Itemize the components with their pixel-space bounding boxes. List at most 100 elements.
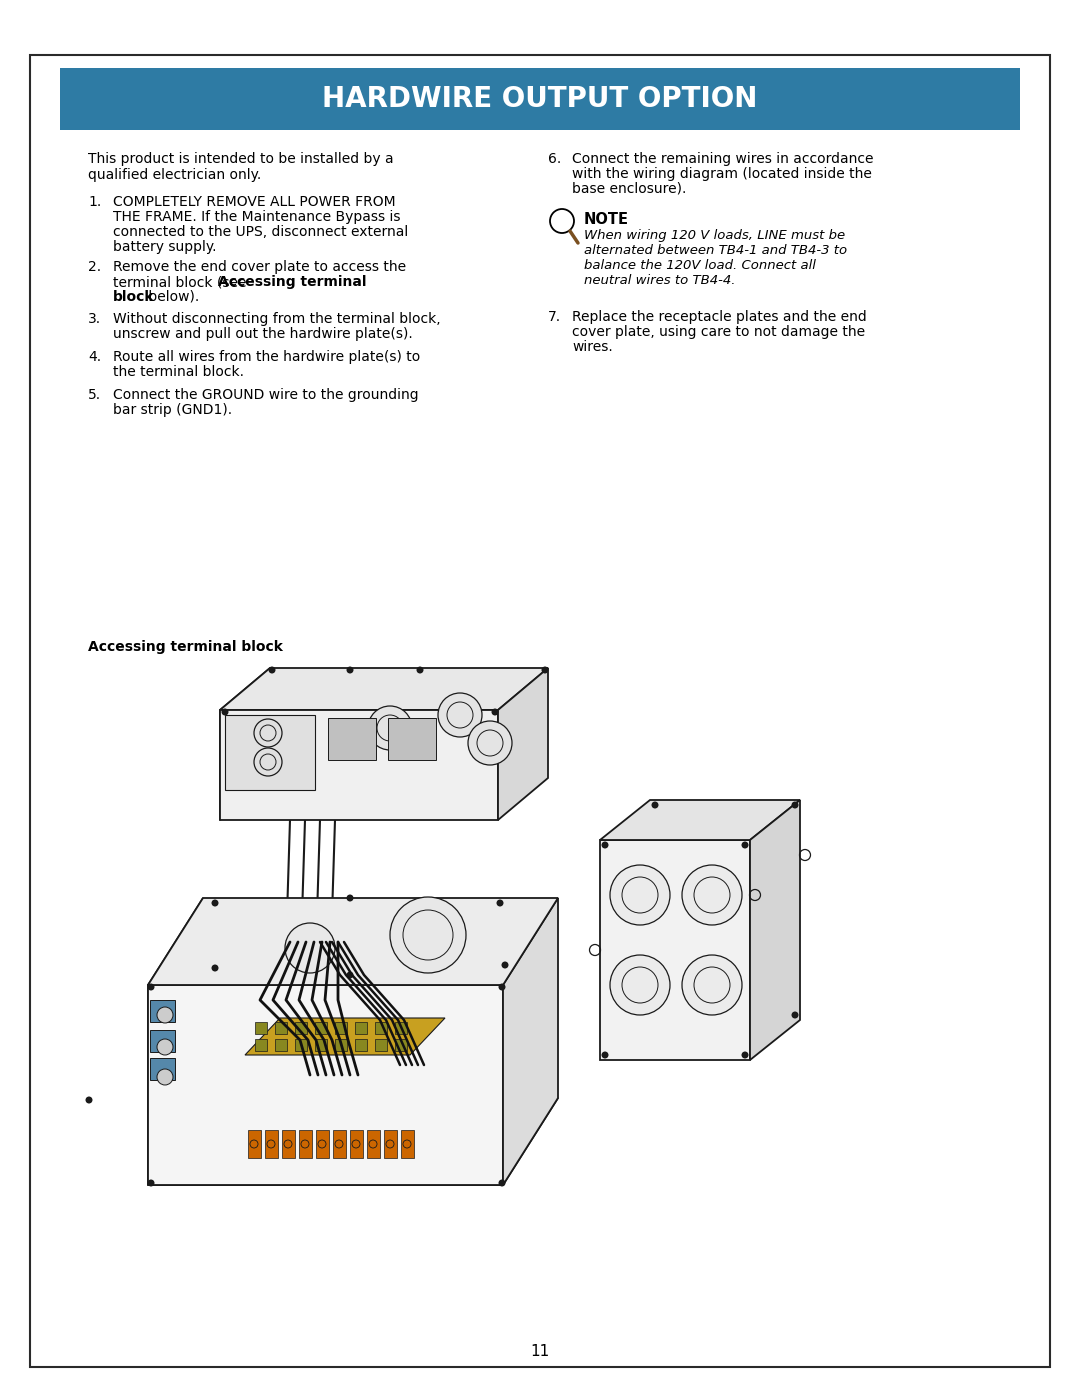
Circle shape: [417, 666, 423, 673]
Polygon shape: [375, 1023, 387, 1034]
Polygon shape: [225, 715, 315, 789]
Text: 5.: 5.: [87, 388, 102, 402]
Circle shape: [610, 956, 670, 1016]
Polygon shape: [255, 1039, 267, 1051]
Text: Route all wires from the hardwire plate(s) to: Route all wires from the hardwire plate(…: [113, 351, 420, 365]
Text: This product is intended to be installed by a: This product is intended to be installed…: [87, 152, 393, 166]
Polygon shape: [220, 668, 270, 820]
Circle shape: [212, 900, 218, 907]
Circle shape: [499, 1179, 505, 1186]
Circle shape: [602, 841, 608, 848]
Circle shape: [501, 961, 509, 968]
Circle shape: [468, 721, 512, 766]
Circle shape: [85, 1097, 93, 1104]
Circle shape: [681, 865, 742, 925]
Text: bar strip (GND1).: bar strip (GND1).: [113, 402, 232, 416]
Polygon shape: [150, 1000, 175, 1023]
Polygon shape: [333, 1130, 346, 1158]
Text: THE FRAME. If the Maintenance Bypass is: THE FRAME. If the Maintenance Bypass is: [113, 210, 401, 224]
Polygon shape: [150, 1030, 175, 1052]
Text: unscrew and pull out the hardwire plate(s).: unscrew and pull out the hardwire plate(…: [113, 327, 413, 341]
Polygon shape: [600, 840, 750, 1060]
Text: 11: 11: [530, 1344, 550, 1359]
Circle shape: [742, 1052, 748, 1059]
Polygon shape: [148, 898, 203, 1185]
Polygon shape: [335, 1023, 347, 1034]
Circle shape: [792, 1011, 798, 1018]
Text: base enclosure).: base enclosure).: [572, 182, 687, 196]
Polygon shape: [148, 898, 558, 985]
Polygon shape: [295, 1039, 307, 1051]
Polygon shape: [355, 1023, 367, 1034]
Text: terminal block (see: terminal block (see: [113, 275, 251, 289]
Polygon shape: [275, 1039, 287, 1051]
Text: NOTE: NOTE: [584, 212, 629, 226]
Polygon shape: [388, 718, 436, 760]
Polygon shape: [299, 1130, 312, 1158]
Text: Replace the receptacle plates and the end: Replace the receptacle plates and the en…: [572, 310, 867, 324]
Polygon shape: [328, 718, 376, 760]
Circle shape: [602, 1052, 608, 1059]
Circle shape: [212, 964, 218, 971]
Polygon shape: [335, 1039, 347, 1051]
Polygon shape: [150, 1058, 175, 1080]
Circle shape: [347, 666, 353, 673]
Text: 6.: 6.: [548, 152, 562, 166]
Polygon shape: [148, 985, 503, 1185]
Circle shape: [610, 865, 670, 925]
Text: wires.: wires.: [572, 339, 612, 353]
Circle shape: [221, 708, 229, 715]
Polygon shape: [503, 898, 558, 1185]
Polygon shape: [750, 800, 800, 1060]
Circle shape: [390, 897, 465, 972]
Polygon shape: [498, 668, 548, 820]
Text: below).: below).: [144, 291, 199, 305]
Polygon shape: [600, 800, 800, 840]
Polygon shape: [275, 1023, 287, 1034]
Text: Accessing terminal: Accessing terminal: [218, 275, 366, 289]
Polygon shape: [245, 1018, 445, 1055]
Polygon shape: [395, 1039, 407, 1051]
Circle shape: [497, 900, 503, 907]
Text: Connect the remaining wires in accordance: Connect the remaining wires in accordanc…: [572, 152, 874, 166]
Text: 7.: 7.: [548, 310, 562, 324]
Circle shape: [681, 956, 742, 1016]
Polygon shape: [220, 668, 548, 710]
Circle shape: [148, 983, 154, 990]
Polygon shape: [384, 1130, 397, 1158]
Text: battery supply.: battery supply.: [113, 240, 216, 254]
Polygon shape: [220, 710, 498, 820]
Polygon shape: [355, 1039, 367, 1051]
Text: cover plate, using care to not damage the: cover plate, using care to not damage th…: [572, 326, 865, 339]
Text: HARDWIRE OUTPUT OPTION: HARDWIRE OUTPUT OPTION: [322, 85, 758, 113]
Polygon shape: [367, 1130, 380, 1158]
Circle shape: [499, 983, 505, 990]
Text: with the wiring diagram (located inside the: with the wiring diagram (located inside …: [572, 168, 872, 182]
Text: connected to the UPS, disconnect external: connected to the UPS, disconnect externa…: [113, 225, 408, 239]
Circle shape: [347, 971, 353, 978]
Text: 4.: 4.: [87, 351, 102, 365]
Circle shape: [347, 894, 353, 901]
Polygon shape: [282, 1130, 295, 1158]
Polygon shape: [395, 1023, 407, 1034]
Polygon shape: [255, 1023, 267, 1034]
Circle shape: [651, 802, 659, 809]
Text: COMPLETELY REMOVE ALL POWER FROM: COMPLETELY REMOVE ALL POWER FROM: [113, 196, 395, 210]
Bar: [60, 68, 1020, 130]
Polygon shape: [148, 1098, 558, 1185]
Text: When wiring 120 V loads, LINE must be: When wiring 120 V loads, LINE must be: [584, 229, 846, 242]
Polygon shape: [315, 1039, 327, 1051]
Text: 3.: 3.: [87, 312, 102, 326]
Text: 2.: 2.: [87, 260, 102, 274]
Circle shape: [368, 705, 411, 750]
Circle shape: [285, 923, 335, 972]
Circle shape: [157, 1007, 173, 1023]
Circle shape: [541, 666, 549, 673]
Polygon shape: [350, 1130, 363, 1158]
Circle shape: [157, 1039, 173, 1055]
Text: qualified electrician only.: qualified electrician only.: [87, 168, 261, 182]
Circle shape: [148, 1179, 154, 1186]
Polygon shape: [401, 1130, 414, 1158]
Text: balance the 120V load. Connect all: balance the 120V load. Connect all: [584, 258, 815, 272]
Text: 1.: 1.: [87, 196, 102, 210]
